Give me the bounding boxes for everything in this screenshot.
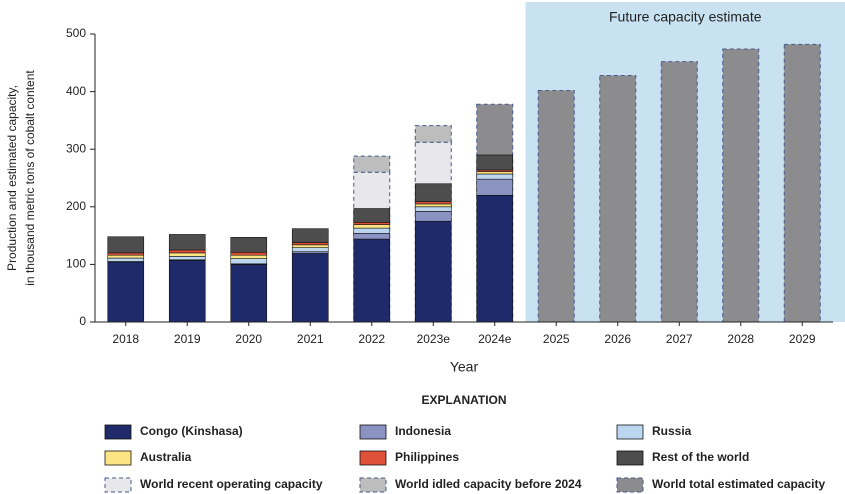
x-tick-label: 2020 xyxy=(235,332,262,346)
production-bar xyxy=(353,232,391,240)
production-bar xyxy=(107,236,145,254)
capacity-bar xyxy=(537,89,575,323)
production-bar xyxy=(353,238,391,323)
production-bar xyxy=(353,208,391,223)
production-bar xyxy=(476,171,514,175)
x-tick-label: 2027 xyxy=(666,332,693,346)
legend-title: EXPLANATION xyxy=(421,393,506,407)
production-bar xyxy=(168,256,206,261)
legend-label: Russia xyxy=(652,424,692,438)
production-bar xyxy=(291,253,329,323)
production-bar xyxy=(353,222,391,225)
production-bar xyxy=(168,249,206,254)
production-bar xyxy=(414,220,452,323)
y-tick-label: 400 xyxy=(66,84,86,98)
x-tick-label: 2026 xyxy=(604,332,631,346)
x-tick-label: 2029 xyxy=(789,332,816,346)
capacity-bar xyxy=(660,61,698,323)
production-bar xyxy=(414,203,452,208)
x-tick-label: 2023e xyxy=(417,332,451,346)
legend-swatch xyxy=(104,477,132,493)
x-tick-label: 2021 xyxy=(297,332,324,346)
production-bar xyxy=(476,178,514,196)
production-bar xyxy=(414,206,452,212)
x-tick-label: 2028 xyxy=(727,332,754,346)
x-tick-label: 2022 xyxy=(358,332,385,346)
production-bar xyxy=(230,237,268,253)
production-bar xyxy=(107,254,145,259)
legend-label: World total estimated capacity xyxy=(652,477,825,491)
capacity-bar xyxy=(414,125,452,143)
production-bar xyxy=(414,201,452,205)
production-bar xyxy=(230,254,268,259)
production-bar xyxy=(168,234,206,251)
x-tick-label: 2018 xyxy=(112,332,139,346)
production-bar xyxy=(107,261,145,323)
y-tick-label: 200 xyxy=(66,199,86,213)
legend-swatch xyxy=(616,477,644,493)
y-tick-label: 300 xyxy=(66,141,86,155)
y-tick-label: 100 xyxy=(66,257,86,271)
legend-swatch xyxy=(616,424,644,440)
legend-label: World idled capacity before 2024 xyxy=(395,477,582,491)
y-axis-label: Production and estimated capacity, xyxy=(5,85,19,271)
x-axis-label: Year xyxy=(450,359,479,375)
production-bar xyxy=(353,227,391,234)
production-bar xyxy=(291,244,329,248)
x-tick-label: 2024e xyxy=(478,332,512,346)
capacity-bar xyxy=(783,43,821,323)
production-bar xyxy=(107,252,145,256)
legend-swatch xyxy=(359,477,387,493)
x-tick-label: 2025 xyxy=(543,332,570,346)
legend-label: Congo (Kinshasa) xyxy=(140,424,243,438)
production-bar xyxy=(291,247,329,253)
legend-label: Philippines xyxy=(395,450,459,464)
production-bar xyxy=(107,257,145,262)
legend-swatch xyxy=(104,450,132,466)
production-bar xyxy=(414,183,452,202)
capacity-bar xyxy=(722,48,760,323)
legend-label: Australia xyxy=(140,450,192,464)
legend-swatch xyxy=(359,450,387,466)
production-bar xyxy=(291,242,329,246)
legend-swatch xyxy=(104,424,132,440)
capacity-bar xyxy=(599,74,637,323)
legend-label: Rest of the world xyxy=(652,450,749,464)
production-bar xyxy=(476,194,514,323)
production-bar xyxy=(353,224,391,229)
production-bar xyxy=(168,252,206,257)
x-tick-label: 2019 xyxy=(174,332,201,346)
legend-label: World recent operating capacity xyxy=(140,477,323,491)
legend-swatch xyxy=(359,424,387,440)
production-bar xyxy=(168,260,206,323)
production-bar xyxy=(476,154,514,171)
production-bar xyxy=(414,211,452,222)
production-bar xyxy=(230,264,268,323)
y-tick-label: 500 xyxy=(66,26,86,40)
y-axis-label: in thousand metric tons of cobalt conten… xyxy=(23,70,37,286)
capacity-bar xyxy=(353,155,391,173)
production-bar xyxy=(230,258,268,265)
production-bar xyxy=(291,228,329,243)
legend-swatch xyxy=(616,450,644,466)
legend-label: Indonesia xyxy=(395,424,451,438)
production-bar xyxy=(230,252,268,256)
future-label: Future capacity estimate xyxy=(609,9,762,25)
production-bar xyxy=(476,173,514,180)
y-tick-label: 0 xyxy=(79,314,86,328)
